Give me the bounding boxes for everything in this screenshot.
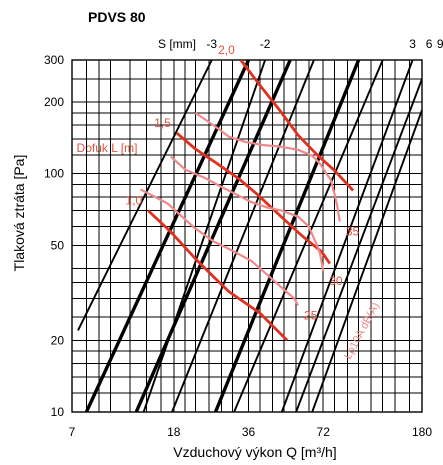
noise-curve-label: 30 [329, 274, 343, 288]
chart-title: PDVS 80 [88, 9, 146, 25]
y-tick-label: 50 [51, 238, 65, 252]
y-axis-label: Tlaková ztráta [Pa] [11, 155, 27, 272]
x-axis-label: Vzduchový výkon Q [m³/h] [173, 444, 336, 460]
x-tick-label: 18 [167, 425, 181, 439]
y-tick-label: 200 [44, 95, 64, 109]
damper-line [77, 60, 213, 331]
throw-curve [147, 209, 289, 342]
damper-line [280, 60, 414, 412]
top-axis-tick-label: 3 [409, 37, 416, 51]
top-axis-label: S [mm] [158, 37, 196, 51]
throw-legend-label: Dofuk L [m] [77, 141, 138, 155]
throw-curve [175, 132, 331, 265]
noise-curve-label: 35 [346, 225, 360, 239]
damper-line [134, 60, 292, 412]
noise-curve-label: 25 [304, 308, 318, 322]
damper-line [233, 60, 384, 412]
x-tick-label: 72 [317, 425, 331, 439]
x-tick-label: 36 [242, 425, 256, 439]
noise-curve [139, 188, 300, 306]
y-tick-label: 100 [44, 167, 64, 181]
series-layer [77, 60, 422, 412]
y-tick-label: 20 [51, 333, 65, 347]
throw-curve-label: 2,0 [218, 43, 235, 57]
damper-line [311, 109, 422, 412]
top-axis-tick-label: -2 [260, 37, 271, 51]
throw-curve-label: 1,0 [126, 194, 143, 208]
damper-line [213, 60, 361, 412]
noise-curve [194, 111, 341, 222]
x-tick-label: 7 [69, 425, 76, 439]
top-axis-tick-label: 9 [437, 37, 443, 51]
throw-curve [239, 60, 355, 192]
top-axis-tick-label: 6 [426, 37, 433, 51]
damper-line [84, 60, 251, 412]
y-tick-label: 10 [51, 405, 65, 419]
noise-curve [170, 155, 325, 272]
noise-legend-label: Lp10A dB(A) [342, 301, 382, 362]
y-tick-label: 300 [44, 53, 64, 67]
throw-curve-label: 1,5 [154, 116, 171, 130]
damper-line [171, 60, 315, 412]
x-tick-label: 180 [412, 425, 432, 439]
damper-line [295, 78, 422, 412]
top-axis-tick-label: -3 [206, 37, 217, 51]
